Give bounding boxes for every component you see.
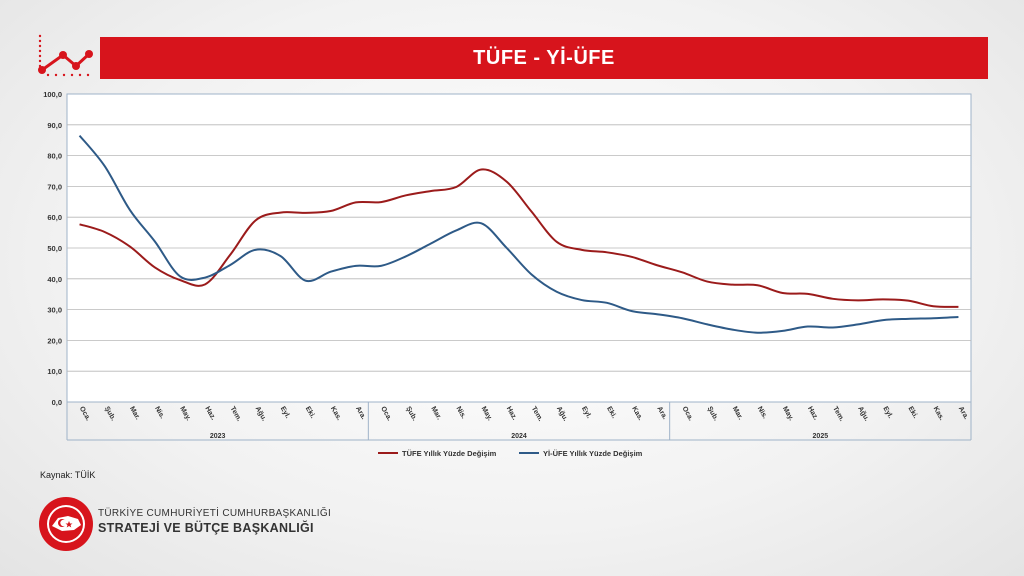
y-tick-label: 20,0 [47, 336, 62, 345]
x-tick-label: Ağu. [856, 406, 870, 423]
x-tick-label: Mar. [429, 406, 442, 422]
year-label: 2023 [210, 433, 226, 440]
x-tick-label: Nis. [454, 406, 467, 421]
x-tick-label: Mar. [731, 406, 744, 422]
x-tick-label: Ara. [957, 406, 970, 421]
organization-line1: TÜRKİYE CUMHURİYETİ CUMHURBAŞKANLIĞI [98, 508, 332, 519]
x-tick-label: Eyl. [580, 406, 592, 420]
page-title: TÜFE - Yİ-ÜFE [473, 46, 615, 69]
x-tick-label: Şub. [706, 406, 720, 423]
x-tick-label: Haz. [505, 406, 518, 422]
x-tick-label: Haz. [806, 406, 819, 422]
year-label: 2025 [813, 433, 829, 440]
x-tick-label: Şub. [404, 406, 418, 423]
x-tick-label: Oca. [379, 406, 393, 423]
y-tick-label: 50,0 [47, 244, 62, 253]
y-tick-label: 10,0 [47, 367, 62, 376]
x-tick-label: Tem. [530, 406, 544, 423]
y-tick-label: 70,0 [47, 182, 62, 191]
line-chart-icon [38, 34, 93, 77]
x-tick-label: Oca. [680, 406, 694, 423]
organization-block: TÜRKİYE CUMHURİYETİ CUMHURBAŞKANLIĞI STR… [38, 496, 358, 556]
x-tick-label: Ara. [354, 406, 367, 421]
x-tick-label: Kas. [329, 406, 342, 422]
y-tick-label: 30,0 [47, 306, 62, 315]
x-tick-label: May. [781, 406, 795, 423]
x-tick-label: Oca. [78, 406, 92, 423]
y-tick-label: 100,0 [43, 90, 62, 99]
y-tick-label: 90,0 [47, 121, 62, 130]
x-tick-label: Eyl. [279, 406, 291, 420]
y-tick-label: 40,0 [47, 275, 62, 284]
legend-label: Yİ-ÜFE Yıllık Yüzde Değişim [543, 449, 643, 458]
x-tick-label: Eki. [906, 406, 918, 420]
x-tick-label: Kas. [630, 406, 643, 422]
year-label: 2024 [511, 433, 527, 440]
organization-line2: STRATEJİ VE BÜTÇE BAŞKANLIĞI [98, 521, 314, 535]
x-tick-label: Eyl. [881, 406, 893, 420]
x-tick-label: Eki. [605, 406, 617, 420]
x-tick-label: Tem. [831, 406, 845, 423]
y-tick-label: 80,0 [47, 152, 62, 161]
x-tick-label: Tem. [228, 406, 242, 423]
seal-logo-icon [39, 497, 93, 551]
x-tick-label: Şub. [103, 406, 117, 423]
series-line-yiufe [78, 134, 959, 334]
x-tick-label: Kas. [932, 406, 945, 422]
legend-label: TÜFE Yıllık Yüzde Değişim [402, 449, 497, 458]
x-tick-label: May. [480, 406, 494, 423]
y-tick-label: 0,0 [52, 398, 62, 407]
x-tick-label: May. [178, 406, 192, 423]
x-tick-label: Nis. [756, 406, 769, 421]
x-tick-label: Ara. [655, 406, 668, 421]
x-tick-label: Eki. [304, 406, 316, 420]
source-note: Kaynak: TÜİK [40, 470, 96, 480]
y-tick-label: 60,0 [47, 213, 62, 222]
x-tick-label: Ağu. [555, 406, 569, 423]
x-tick-label: Ağu. [254, 406, 268, 423]
series-line-tufe [79, 168, 959, 308]
x-tick-label: Nis. [153, 406, 166, 421]
x-tick-label: Mar. [128, 406, 141, 422]
page-title-banner: TÜFE - Yİ-ÜFE [100, 37, 988, 79]
x-tick-label: Haz. [203, 406, 216, 422]
